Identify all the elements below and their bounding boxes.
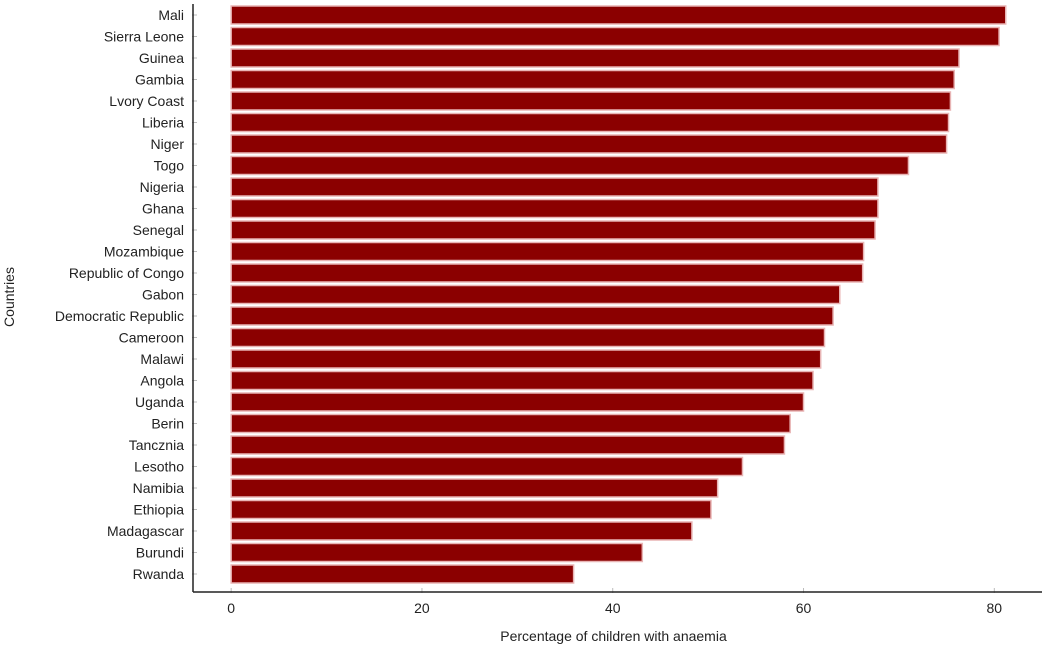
y-tick-label: Democratic Republic [55,308,184,324]
bar [230,69,955,90]
y-tick-label: Ghana [142,201,184,217]
y-tick-label: Guinea [139,50,184,66]
bar [230,521,693,541]
bar [230,263,864,283]
y-tick-label: Tancznia [129,437,184,453]
y-tick-label: Sierra Leone [104,29,184,45]
y-tick-label: Rwanda [133,566,185,582]
y-tick-label: Liberia [142,115,184,131]
x-tick-label: 40 [605,600,621,616]
bar [230,5,1007,25]
y-tick-label: Lesotho [134,459,184,475]
bar [230,499,712,520]
bar [230,413,791,434]
x-axis-title: Percentage of children with anaemia [500,628,727,644]
y-tick-label: Senegal [133,222,184,238]
bar [230,542,644,563]
y-tick-label: Togo [154,158,185,174]
y-tick-label: Republic of Congo [69,265,184,281]
y-tick-label: Cameroon [119,330,184,346]
y-tick-label: Ethiopia [133,502,184,518]
y-tick-label: Mali [158,7,184,23]
bar [230,112,950,133]
bar [230,327,826,348]
y-tick-label: Mozambique [104,244,184,260]
bar [230,392,805,412]
ticks-group: Mali Sierra Leone Guinea Gambia Lvory Coast L… [55,7,1002,616]
y-tick-label: Lvory Coast [109,93,184,109]
y-tick-label: Niger [151,136,185,152]
bar [230,306,834,326]
bar [230,349,822,369]
bar [230,220,876,240]
bar [230,177,879,197]
y-tick-label: Gabon [142,287,184,303]
bar [230,370,814,391]
y-tick-label: Uganda [135,394,184,410]
bar [230,91,952,111]
y-tick-label: Burundi [136,545,184,561]
y-tick-label: Madagascar [107,523,184,539]
y-tick-label: Malawi [140,351,184,367]
x-tick-label: 0 [227,600,235,616]
y-tick-label: Berin [151,416,184,432]
y-axis-title: Countries [1,267,17,327]
bar [230,241,865,262]
bar [230,284,841,305]
bar [230,155,910,176]
bar [230,478,719,498]
bar [230,48,960,68]
y-tick-label: Gambia [135,72,184,88]
x-tick-label: 60 [796,600,812,616]
bars-group [230,5,1007,584]
bar [230,198,879,219]
x-tick-label: 20 [414,600,430,616]
bar [230,564,575,584]
y-tick-label: Namibia [133,480,185,496]
bar [230,456,744,477]
y-tick-label: Nigeria [140,179,185,195]
bar [230,435,786,455]
bar [230,26,1000,47]
y-tick-label: Angola [140,373,184,389]
x-tick-label: 80 [987,600,1003,616]
bar [230,134,948,154]
